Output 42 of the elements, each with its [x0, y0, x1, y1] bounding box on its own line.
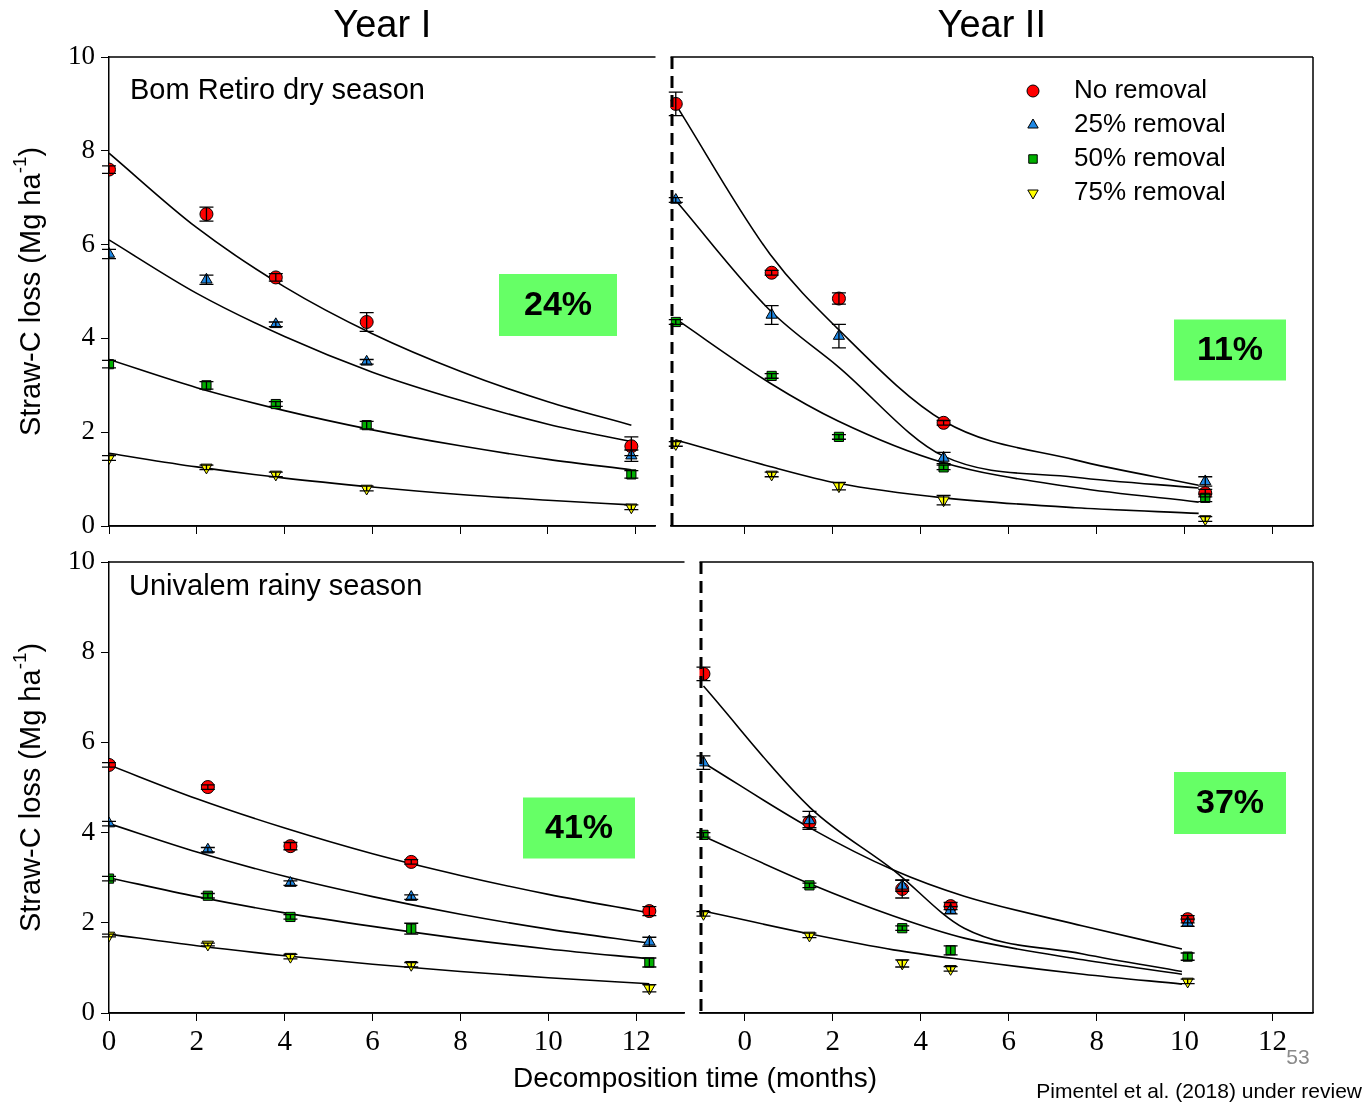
y-axis-title: Straw-C loss (Mg ha-1): [8, 146, 46, 437]
x-tick-label: 8: [1089, 1024, 1104, 1057]
x-tick-label: 10: [533, 1024, 563, 1057]
y-tick-label: 6: [81, 227, 95, 258]
x-tick-label: 0: [737, 1024, 753, 1057]
x-tick-label: 4: [277, 1024, 293, 1057]
y-tick-label: 0: [81, 996, 95, 1027]
text: 53: [1286, 1044, 1310, 1068]
x-tick-label: 0: [101, 1024, 117, 1057]
x-tick-label: 4: [913, 1024, 929, 1057]
y-tick-label: 2: [81, 905, 95, 936]
y-tick-label: 8: [81, 635, 95, 666]
x-axis-title: Decomposition time (months): [512, 1062, 878, 1094]
y-tick-label: 6: [81, 725, 95, 756]
legend-label: 75% removal: [1074, 176, 1226, 207]
y-tick-label: 0: [81, 509, 95, 540]
text: Pimentel et al. (2018) under review: [1036, 1078, 1363, 1102]
annotation: 37%: [1195, 782, 1265, 821]
x-tick-label: 8: [453, 1024, 468, 1057]
x-tick-label: 6: [1001, 1024, 1016, 1057]
y-tick-label: 2: [81, 415, 95, 446]
x-tick-label: 6: [365, 1024, 380, 1057]
chart-title: Year I: [333, 3, 432, 46]
annotation: 11%: [1196, 329, 1264, 368]
x-tick-label: 2: [825, 1024, 840, 1057]
legend-label: 50% removal: [1074, 142, 1226, 173]
legend-label: 25% removal: [1074, 108, 1226, 139]
x-tick-label: 2: [189, 1024, 205, 1057]
y-tick-label: 4: [81, 815, 96, 846]
x-tick-label: 12: [1258, 1024, 1288, 1057]
annotation: 24%: [523, 284, 593, 323]
x-tick-label: 10: [1170, 1024, 1200, 1057]
legend-label: No removal: [1074, 74, 1207, 105]
y-tick-label: 10: [68, 545, 95, 576]
y-tick-label: 8: [81, 133, 95, 164]
y-tick-label: 4: [81, 321, 96, 352]
x-tick-label: 12: [621, 1024, 651, 1057]
y-tick-label: 10: [68, 40, 95, 71]
y-axis-title: Straw-C loss (Mg ha-1): [8, 642, 46, 933]
chart-title: Year II: [937, 3, 1046, 46]
text: Bom Retiro dry season: [130, 73, 425, 105]
chart-subtitle: Univalem rainy season: [129, 569, 423, 601]
